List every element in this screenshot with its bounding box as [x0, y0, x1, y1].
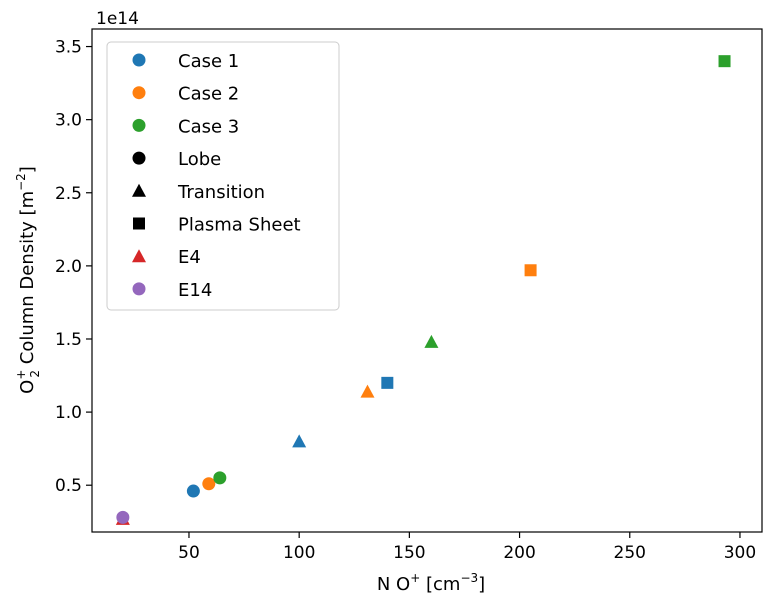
x-tick-label: 150 [393, 543, 425, 563]
data-point-square [381, 376, 394, 389]
y-offset-label: 1e14 [96, 9, 139, 29]
legend-label: Case 2 [178, 84, 239, 105]
legend-label: Case 1 [178, 51, 239, 72]
legend-box [106, 41, 340, 311]
x-tick-labels: 50 100 150 200 250 300 [178, 543, 756, 563]
y-axis-label: O+2 Column Density [m−2] [14, 166, 42, 394]
axis-ticks [86, 45, 741, 538]
data-point-triangle [360, 384, 375, 398]
x-tick-label: 300 [724, 543, 756, 563]
data-points [115, 55, 731, 525]
legend-label: Case 3 [178, 116, 239, 137]
legend-label: Lobe [178, 149, 221, 170]
plot-frame [91, 28, 763, 533]
legend-label: E4 [178, 247, 201, 268]
y-tick-label: 3.5 [55, 38, 82, 58]
legend-label: E14 [178, 280, 212, 301]
y-tick-label: 3.0 [55, 111, 82, 131]
y-tick-labels: 0.5 1.0 1.5 2.0 2.5 3.0 3.5 [55, 38, 82, 497]
legend-marker-triangle [132, 183, 146, 197]
legend-marker-circle [132, 118, 146, 132]
y-tick-label: 1.5 [55, 330, 82, 350]
legend-label: Transition [177, 182, 265, 203]
y-tick-label: 2.0 [55, 257, 82, 277]
data-point-square [524, 264, 537, 277]
legend-marker-square [133, 217, 145, 230]
x-tick-label: 250 [614, 543, 646, 563]
y-tick-label: 0.5 [55, 476, 82, 496]
legend-label: Plasma Sheet [178, 215, 301, 236]
data-point-circle [213, 471, 227, 485]
data-point-circle [202, 477, 216, 491]
x-tick-label: 100 [283, 543, 315, 563]
x-tick-label: 50 [178, 543, 200, 563]
x-tick-label: 200 [503, 543, 535, 563]
data-point-circle [116, 510, 130, 524]
x-axis-label: N O+ [cm−3] [377, 571, 485, 595]
data-point-triangle [292, 434, 307, 448]
y-tick-label: 1.0 [55, 403, 82, 423]
data-point-circle [186, 484, 200, 498]
y-tick-label: 2.5 [55, 184, 82, 204]
data-point-square [718, 55, 731, 68]
legend-marker-circle [132, 282, 146, 296]
legend-marker-circle [132, 151, 146, 165]
legend-marker-circle [132, 86, 146, 100]
legend-marker-circle [132, 53, 146, 67]
legend-marker-triangle [132, 249, 146, 263]
legend: Case 1 Case 2 Case 3 Lobe Transition Plasma S… [106, 41, 340, 311]
data-point-triangle [424, 334, 439, 348]
